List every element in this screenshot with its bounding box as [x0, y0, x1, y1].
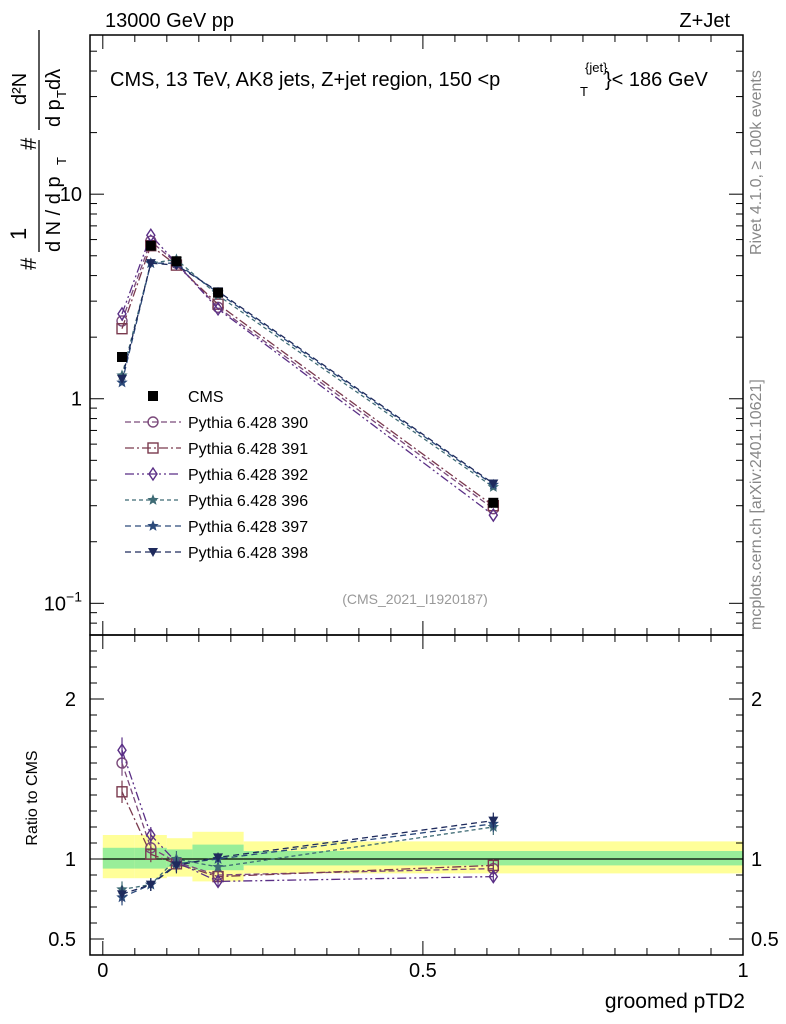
data-point	[117, 306, 127, 322]
cms-data-point	[117, 351, 128, 362]
cms-data-point	[213, 287, 224, 298]
legend-marker	[147, 442, 159, 454]
process-label: Z+Jet	[679, 10, 730, 32]
y-label-den-sub: T	[54, 157, 69, 165]
ratio-data-point	[213, 874, 223, 889]
ratio-series-line	[121, 749, 494, 883]
ratio-data-point	[213, 853, 224, 863]
legend: CMS Pythia 6.428 390 Pythia 6.428 391 Pythi…	[125, 389, 308, 562]
ratio-y-tick-label: 2	[65, 689, 76, 711]
ratio-data-point	[117, 890, 128, 900]
main-title: CMS, 13 TeV, AK8 jets, Z+jet region, 150…	[110, 60, 709, 99]
x-tick-label: 1	[737, 960, 748, 982]
legend-label: Pythia 6.428 390	[188, 415, 308, 432]
ratio-panel: 0 0.5 12 21 10.5 0.5	[48, 634, 779, 982]
cms-data-point	[171, 256, 182, 267]
ratio-data-point	[145, 848, 157, 860]
analysis-id: (CMS_2021_I1920187)	[342, 591, 488, 607]
y-tick-label: 10	[44, 593, 66, 615]
legend-label: Pythia 6.428 391	[188, 441, 308, 458]
x-axis-label: groomed pTD2	[605, 990, 745, 1013]
title-sub: T	[580, 84, 588, 99]
band-green	[102, 847, 135, 869]
y-label-den: d N / d p	[43, 176, 65, 252]
data-point	[488, 479, 499, 489]
y-label-hash2: #	[16, 137, 41, 150]
legend-label-cms: CMS	[188, 389, 224, 406]
data-point	[213, 301, 223, 317]
cms-data-point	[145, 240, 156, 251]
mcplots-label: mcplots.cern.ch [arXiv:2401.10621]	[748, 379, 765, 630]
title-suffix: }< 186 GeV	[605, 69, 709, 91]
band-green	[243, 851, 743, 866]
ratio-data-point	[488, 869, 499, 884]
ratio-y-tick-label-right: 0.5	[751, 929, 779, 951]
legend-label: Pythia 6.428 392	[188, 467, 308, 484]
data-point	[116, 315, 128, 327]
ratio-frame	[89, 634, 744, 956]
ratio-y-label: Ratio to CMS	[24, 750, 41, 845]
legend-label: Pythia 6.428 398	[188, 545, 308, 562]
y-tick-exponent: −1	[66, 588, 82, 604]
ratio-y-tick-label-right: 1	[751, 849, 762, 871]
ratio-data-point	[116, 786, 128, 798]
ratio-y-tick-label: 1	[65, 849, 76, 871]
title-sup: {jet}	[585, 60, 608, 75]
legend-marker	[148, 548, 158, 557]
data-point	[116, 369, 128, 381]
legend-marker	[147, 416, 159, 428]
y-label-one: 1	[6, 228, 31, 240]
legend-marker	[147, 494, 159, 505]
ratio-data-point	[212, 861, 224, 872]
series-line	[121, 233, 494, 516]
ratio-y-tick-label-right: 2	[751, 689, 762, 711]
ratio-data-point	[488, 816, 499, 826]
series-line	[121, 262, 494, 486]
ratio-data-point	[171, 861, 182, 871]
rivet-version-label: Rivet 4.1.0, ≥ 100k events	[748, 70, 765, 255]
legend-marker	[148, 466, 158, 482]
y-label-num-den-tail: dλ	[43, 69, 65, 90]
title-prefix: CMS, 13 TeV, AK8 jets, Z+jet region, 150…	[110, 69, 500, 91]
y-label-num-den: d p	[43, 99, 65, 127]
cms-data-point	[488, 497, 499, 508]
ratio-data-point	[145, 827, 156, 843]
data-point	[488, 507, 499, 523]
y-label-num: d²N	[9, 73, 31, 105]
y-label-num-den-sub: T	[54, 90, 69, 98]
legend-marker	[147, 520, 159, 531]
y-label-hash: #	[16, 257, 41, 270]
data-point	[145, 259, 156, 269]
x-tick-label: 0.5	[409, 960, 437, 982]
x-tick-label: 0	[97, 960, 108, 982]
ratio-data-point	[117, 742, 127, 758]
legend-marker-cms	[148, 391, 158, 401]
energy-label: 13000 GeV pp	[105, 10, 234, 32]
legend-label: Pythia 6.428 396	[188, 493, 308, 510]
y-tick-label: 1	[71, 389, 82, 411]
legend-label: Pythia 6.428 397	[188, 519, 308, 536]
data-point	[116, 322, 128, 335]
data-point	[117, 374, 128, 384]
ratio-data-point	[145, 880, 156, 890]
ratio-y-tick-label: 0.5	[48, 929, 76, 951]
y-tick-label: 10	[60, 184, 82, 206]
main-y-axis-label: # 1 d N / d p T # d²N d p T dλ	[6, 30, 69, 270]
